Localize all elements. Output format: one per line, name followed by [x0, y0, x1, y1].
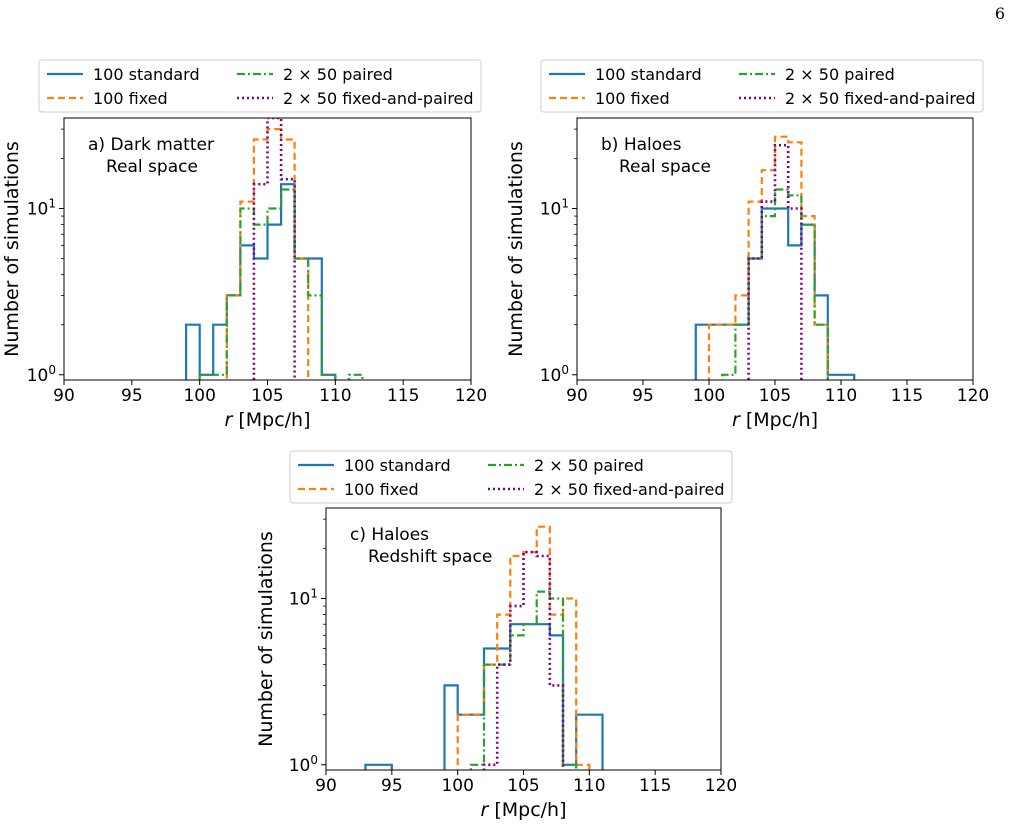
- x-tick-label: 120: [957, 386, 989, 406]
- panel-annotation-title: c) Haloes: [350, 525, 429, 545]
- panel-a: 90 95 100 105 110 115 120 100 101 r [Mpc/h] Number…: [1, 59, 487, 431]
- x-tick-label: 120: [705, 776, 737, 796]
- legend-label: 100 fixed: [344, 480, 419, 499]
- series-a-dashdot: [198, 188, 364, 380]
- panel-b: 90 95 100 105 110 115 120 100 101 r [Mpc/h] Number…: [505, 59, 989, 431]
- legend-label: 2 × 50 paired: [785, 65, 895, 84]
- panel-annotation-title: b) Haloes: [601, 135, 682, 155]
- x-tick-label: 115: [891, 386, 923, 406]
- legend-label: 100 standard: [344, 456, 451, 475]
- series-b-dashdot: [721, 188, 829, 380]
- x-tick-label: 90: [53, 386, 75, 406]
- x-tick-label: 110: [825, 386, 857, 406]
- series-c-dashdot: [469, 590, 578, 770]
- series-c-dotted: [482, 550, 565, 770]
- panel-annotation-title: a) Dark matter: [88, 135, 214, 155]
- y-tick-label: 101: [540, 196, 569, 219]
- legend-label: 2 × 50 fixed-and-paired: [534, 480, 725, 499]
- y-tick-label: 101: [27, 196, 56, 219]
- legend-frame: [289, 450, 733, 504]
- legend: 100 standard 100 fixed 2 × 50 paired 2 × 50…: [289, 450, 733, 504]
- panel-a-series: [185, 118, 364, 380]
- x-tick-label: 100: [183, 386, 215, 406]
- panel-annotation-subtitle: Redshift space: [368, 547, 492, 567]
- y-axis-label: Number of simulations: [1, 141, 23, 357]
- y-tick-label: 100: [540, 363, 569, 386]
- panel-b-series: [694, 135, 856, 380]
- x-tick-label: 110: [319, 386, 351, 406]
- legend-label: 100 fixed: [93, 89, 168, 108]
- y-tick-label: 100: [27, 363, 56, 386]
- panel-annotation-subtitle: Real space: [106, 157, 198, 177]
- series-b-dashed: [707, 135, 829, 380]
- series-c-dashed: [456, 525, 591, 770]
- x-tick-label: 120: [455, 386, 487, 406]
- legend-label: 2 × 50 fixed-and-paired: [283, 89, 474, 108]
- panel-annotation-subtitle: Real space: [619, 157, 711, 177]
- legend-frame: [540, 59, 984, 113]
- legend-frame: [38, 59, 482, 113]
- x-axis-label: r [Mpc/h]: [224, 409, 310, 431]
- y-tick-label: 101: [289, 586, 318, 609]
- x-tick-label: 115: [387, 386, 419, 406]
- panel-c: 90 95 100 105 110 115 120 100 101 r [Mpc/h] Number…: [255, 450, 737, 821]
- x-tick-label: 105: [759, 386, 791, 406]
- x-tick-label: 105: [251, 386, 283, 406]
- legend-label: 100 fixed: [595, 89, 670, 108]
- series-b-solid: [694, 207, 856, 380]
- panel-c-series: [364, 525, 604, 770]
- x-axis-label: r [Mpc/h]: [480, 799, 566, 821]
- legend-label: 100 standard: [93, 65, 200, 84]
- x-tick-label: 95: [121, 386, 143, 406]
- legend-label: 2 × 50 fixed-and-paired: [785, 89, 976, 108]
- legend: 100 standard 100 fixed 2 × 50 paired 2 × 50…: [38, 59, 482, 113]
- x-tick-label: 90: [315, 776, 337, 796]
- legend: 100 standard 100 fixed 2 × 50 paired 2 × 50…: [540, 59, 984, 113]
- x-axis-label: r [Mpc/h]: [732, 409, 818, 431]
- y-axis-label: Number of simulations: [505, 141, 527, 357]
- x-tick-label: 110: [573, 776, 605, 796]
- y-axis-label: Number of simulations: [255, 531, 277, 747]
- legend-label: 100 standard: [595, 65, 702, 84]
- x-tick-label: 115: [639, 776, 671, 796]
- y-tick-label: 100: [289, 753, 318, 776]
- legend-label: 2 × 50 paired: [534, 456, 644, 475]
- x-tick-label: 100: [441, 776, 473, 796]
- x-tick-label: 100: [693, 386, 725, 406]
- page-number: 6: [994, 4, 1005, 23]
- x-tick-label: 105: [507, 776, 539, 796]
- series-b-dotted: [747, 143, 803, 380]
- series-a-solid: [185, 183, 337, 380]
- x-tick-label: 95: [632, 386, 654, 406]
- legend-label: 2 × 50 paired: [283, 65, 393, 84]
- x-tick-label: 90: [566, 386, 588, 406]
- x-tick-label: 95: [381, 776, 403, 796]
